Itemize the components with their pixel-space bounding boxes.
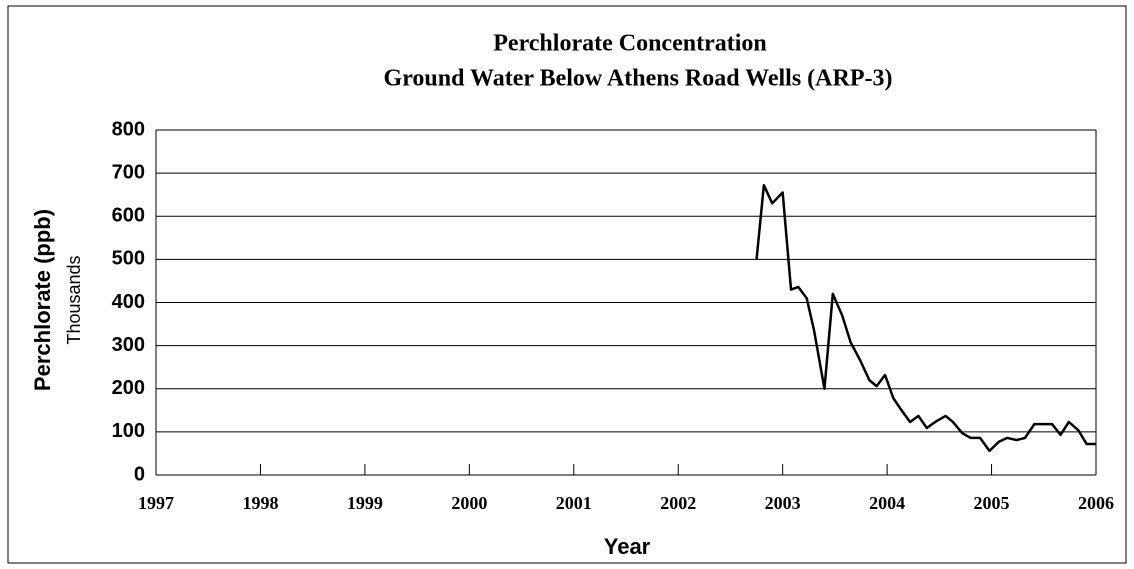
chart-title: Perchlorate Concentration — [493, 31, 766, 57]
y-tick-label: 300 — [112, 334, 145, 356]
x-tick-label: 2003 — [765, 493, 801, 513]
y-tick-label: 0 — [134, 463, 145, 485]
x-tick-label: 1998 — [242, 493, 278, 513]
x-tick-label: 2004 — [869, 493, 905, 513]
x-tick-label: 1997 — [138, 493, 174, 513]
x-tick-label: 1999 — [347, 493, 383, 513]
y-tick-label: 200 — [112, 377, 145, 399]
y-unit-label: Thousands — [64, 255, 84, 344]
x-tick-label: 2001 — [556, 493, 592, 513]
y-tick-label: 600 — [112, 205, 145, 227]
y-tick-label: 400 — [112, 291, 145, 313]
y-axis-label: Perchlorate (ppb) — [30, 209, 55, 391]
x-tick-label: 2000 — [451, 493, 487, 513]
x-tick-label: 2002 — [660, 493, 696, 513]
chart-subtitle: Ground Water Below Athens Road Wells (AR… — [384, 66, 893, 92]
data-line — [755, 183, 1096, 453]
y-tick-label: 100 — [112, 420, 145, 442]
y-tick-label: 500 — [112, 248, 145, 270]
x-tick-label: 2005 — [974, 493, 1010, 513]
y-tick-label: 700 — [112, 161, 145, 183]
frame — [7, 5, 1127, 564]
x-tick-label: 2006 — [1078, 493, 1114, 513]
y-tick-label: 800 — [112, 118, 145, 140]
x-axis-label: Year — [604, 534, 651, 559]
